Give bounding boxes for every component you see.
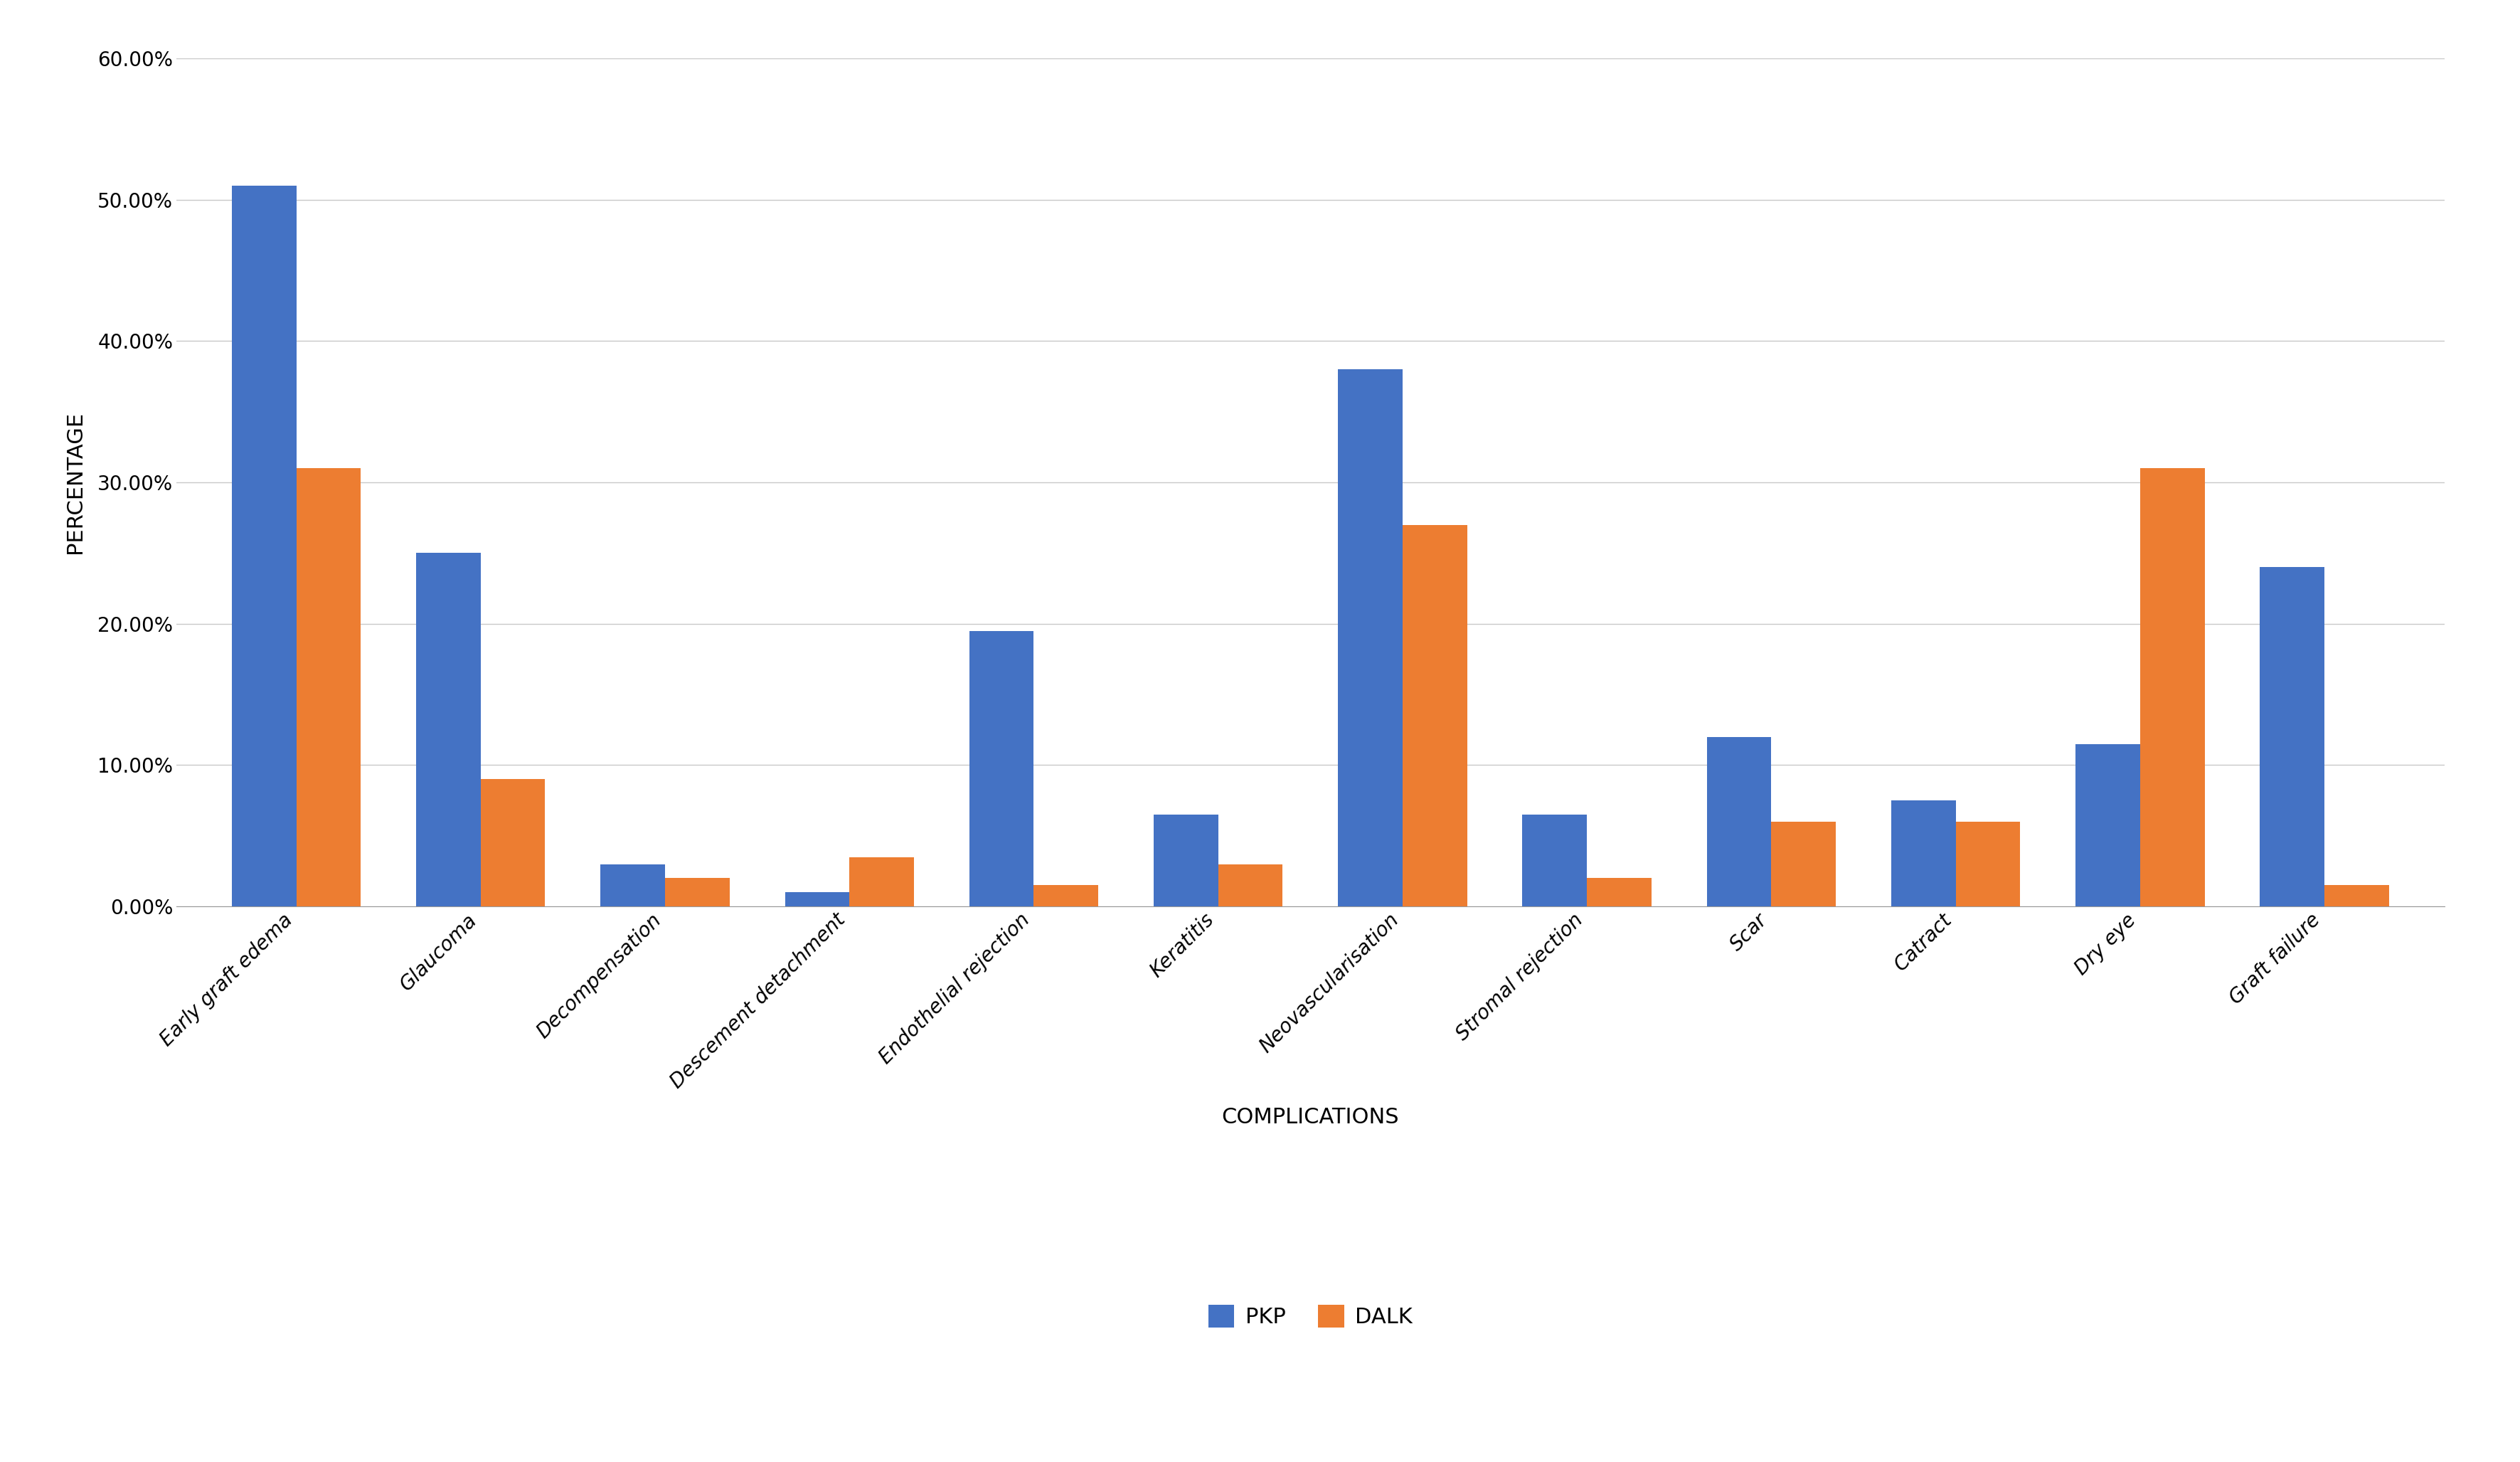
Bar [665,879,731,906]
Bar [297,468,360,906]
Bar [1404,525,1467,906]
Bar [1033,885,1099,906]
Bar [1956,822,2021,906]
Bar [2139,468,2205,906]
Bar [2260,567,2323,906]
Bar [600,864,665,906]
Bar [970,632,1033,906]
Bar [1706,737,1772,906]
Bar [481,779,544,906]
Bar [1217,864,1283,906]
Bar [849,857,915,906]
X-axis label: COMPLICATIONS: COMPLICATIONS [1222,1107,1399,1129]
Bar [1154,814,1217,906]
Bar [1772,822,1837,906]
Bar [232,186,297,906]
Bar [1890,800,1956,906]
Legend: PKP, DALK: PKP, DALK [1200,1297,1421,1336]
Y-axis label: PERCENTAGE: PERCENTAGE [66,411,86,554]
Bar [2076,744,2139,906]
Bar [2323,885,2389,906]
Bar [784,892,849,906]
Bar [1522,814,1588,906]
Bar [1338,370,1404,906]
Bar [416,553,481,906]
Bar [1588,879,1651,906]
